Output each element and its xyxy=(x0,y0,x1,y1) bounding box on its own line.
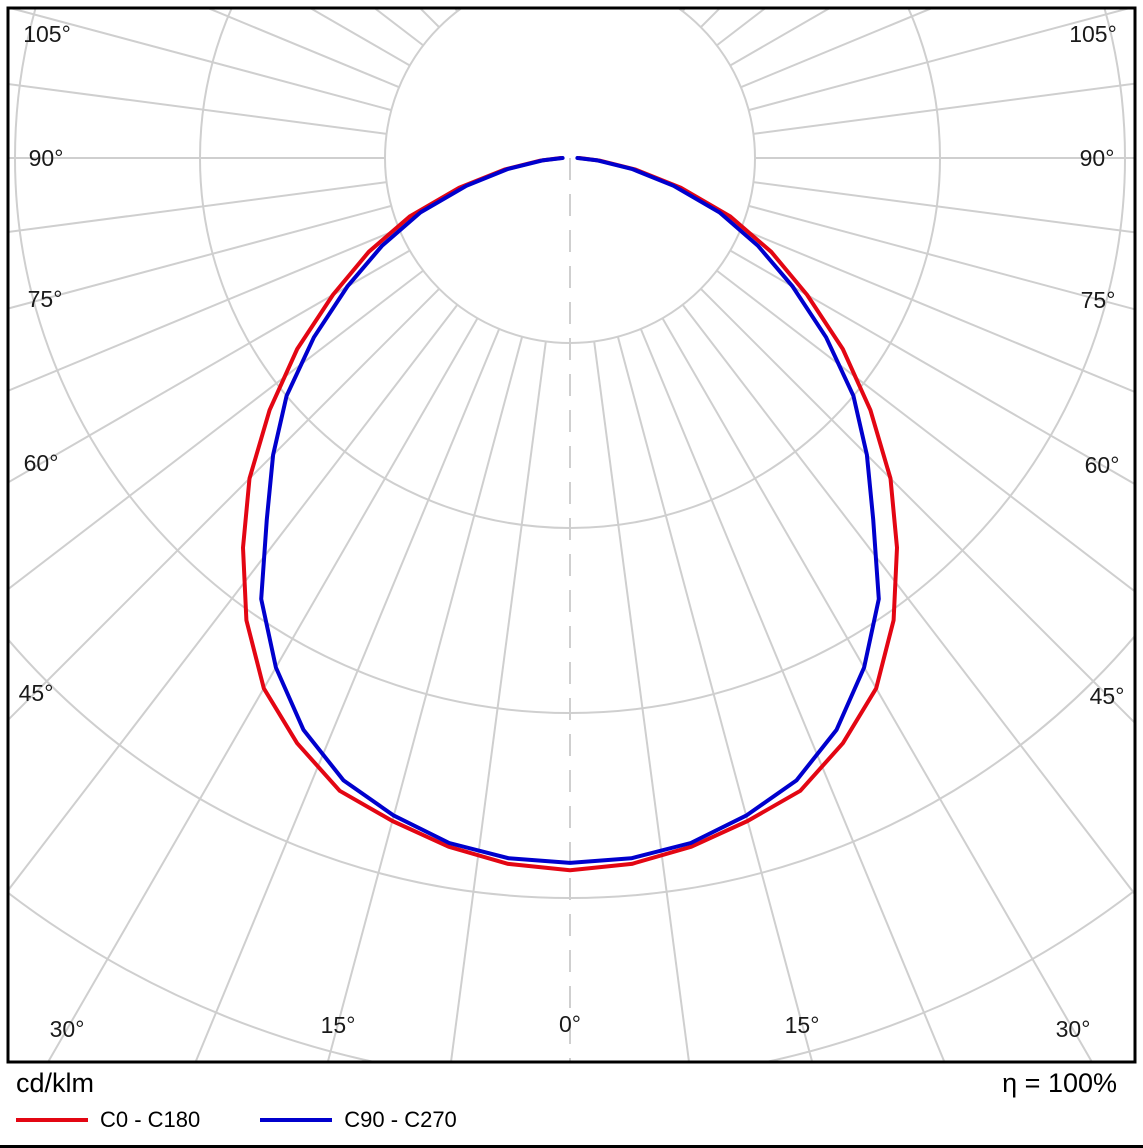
legend-swatch-c0-c180 xyxy=(16,1118,88,1122)
angle-label: 60° xyxy=(1085,452,1120,478)
angle-label: 90° xyxy=(1080,145,1115,171)
angle-label: 30° xyxy=(1056,1016,1091,1042)
angle-label: 105° xyxy=(23,21,71,47)
angle-label: 15° xyxy=(321,1012,356,1038)
legend-label-c0-c180: C0 - C180 xyxy=(100,1107,200,1133)
angle-label: 75° xyxy=(1081,287,1116,313)
angle-label: 45° xyxy=(1090,683,1125,709)
legend-label-c90-c270: C90 - C270 xyxy=(344,1107,457,1133)
angle-label: 30° xyxy=(50,1016,85,1042)
angle-label: 105° xyxy=(1069,21,1117,47)
angle-label: 90° xyxy=(29,145,64,171)
meta-row: cd/klm η = 100% xyxy=(0,1064,1143,1099)
efficiency-label: η = 100% xyxy=(1002,1068,1117,1099)
angle-label: 60° xyxy=(24,450,59,476)
angle-label: 0° xyxy=(559,1011,581,1037)
plot-background xyxy=(8,8,1135,1062)
legend: C0 - C180 C90 - C270 xyxy=(0,1099,1143,1148)
polar-chart-canvas: 0° 15° 15° 30° 30° 45° 45° 60° 60° 75° 75° 90° 90° 10… xyxy=(0,0,1143,1064)
chart-footer: cd/klm η = 100% C0 - C180 C90 - C270 xyxy=(0,1064,1143,1148)
legend-swatch-c90-c270 xyxy=(260,1118,332,1122)
angle-label: 75° xyxy=(28,286,63,312)
angle-label: 45° xyxy=(19,680,54,706)
angle-label: 15° xyxy=(785,1012,820,1038)
units-label: cd/klm xyxy=(16,1068,94,1099)
